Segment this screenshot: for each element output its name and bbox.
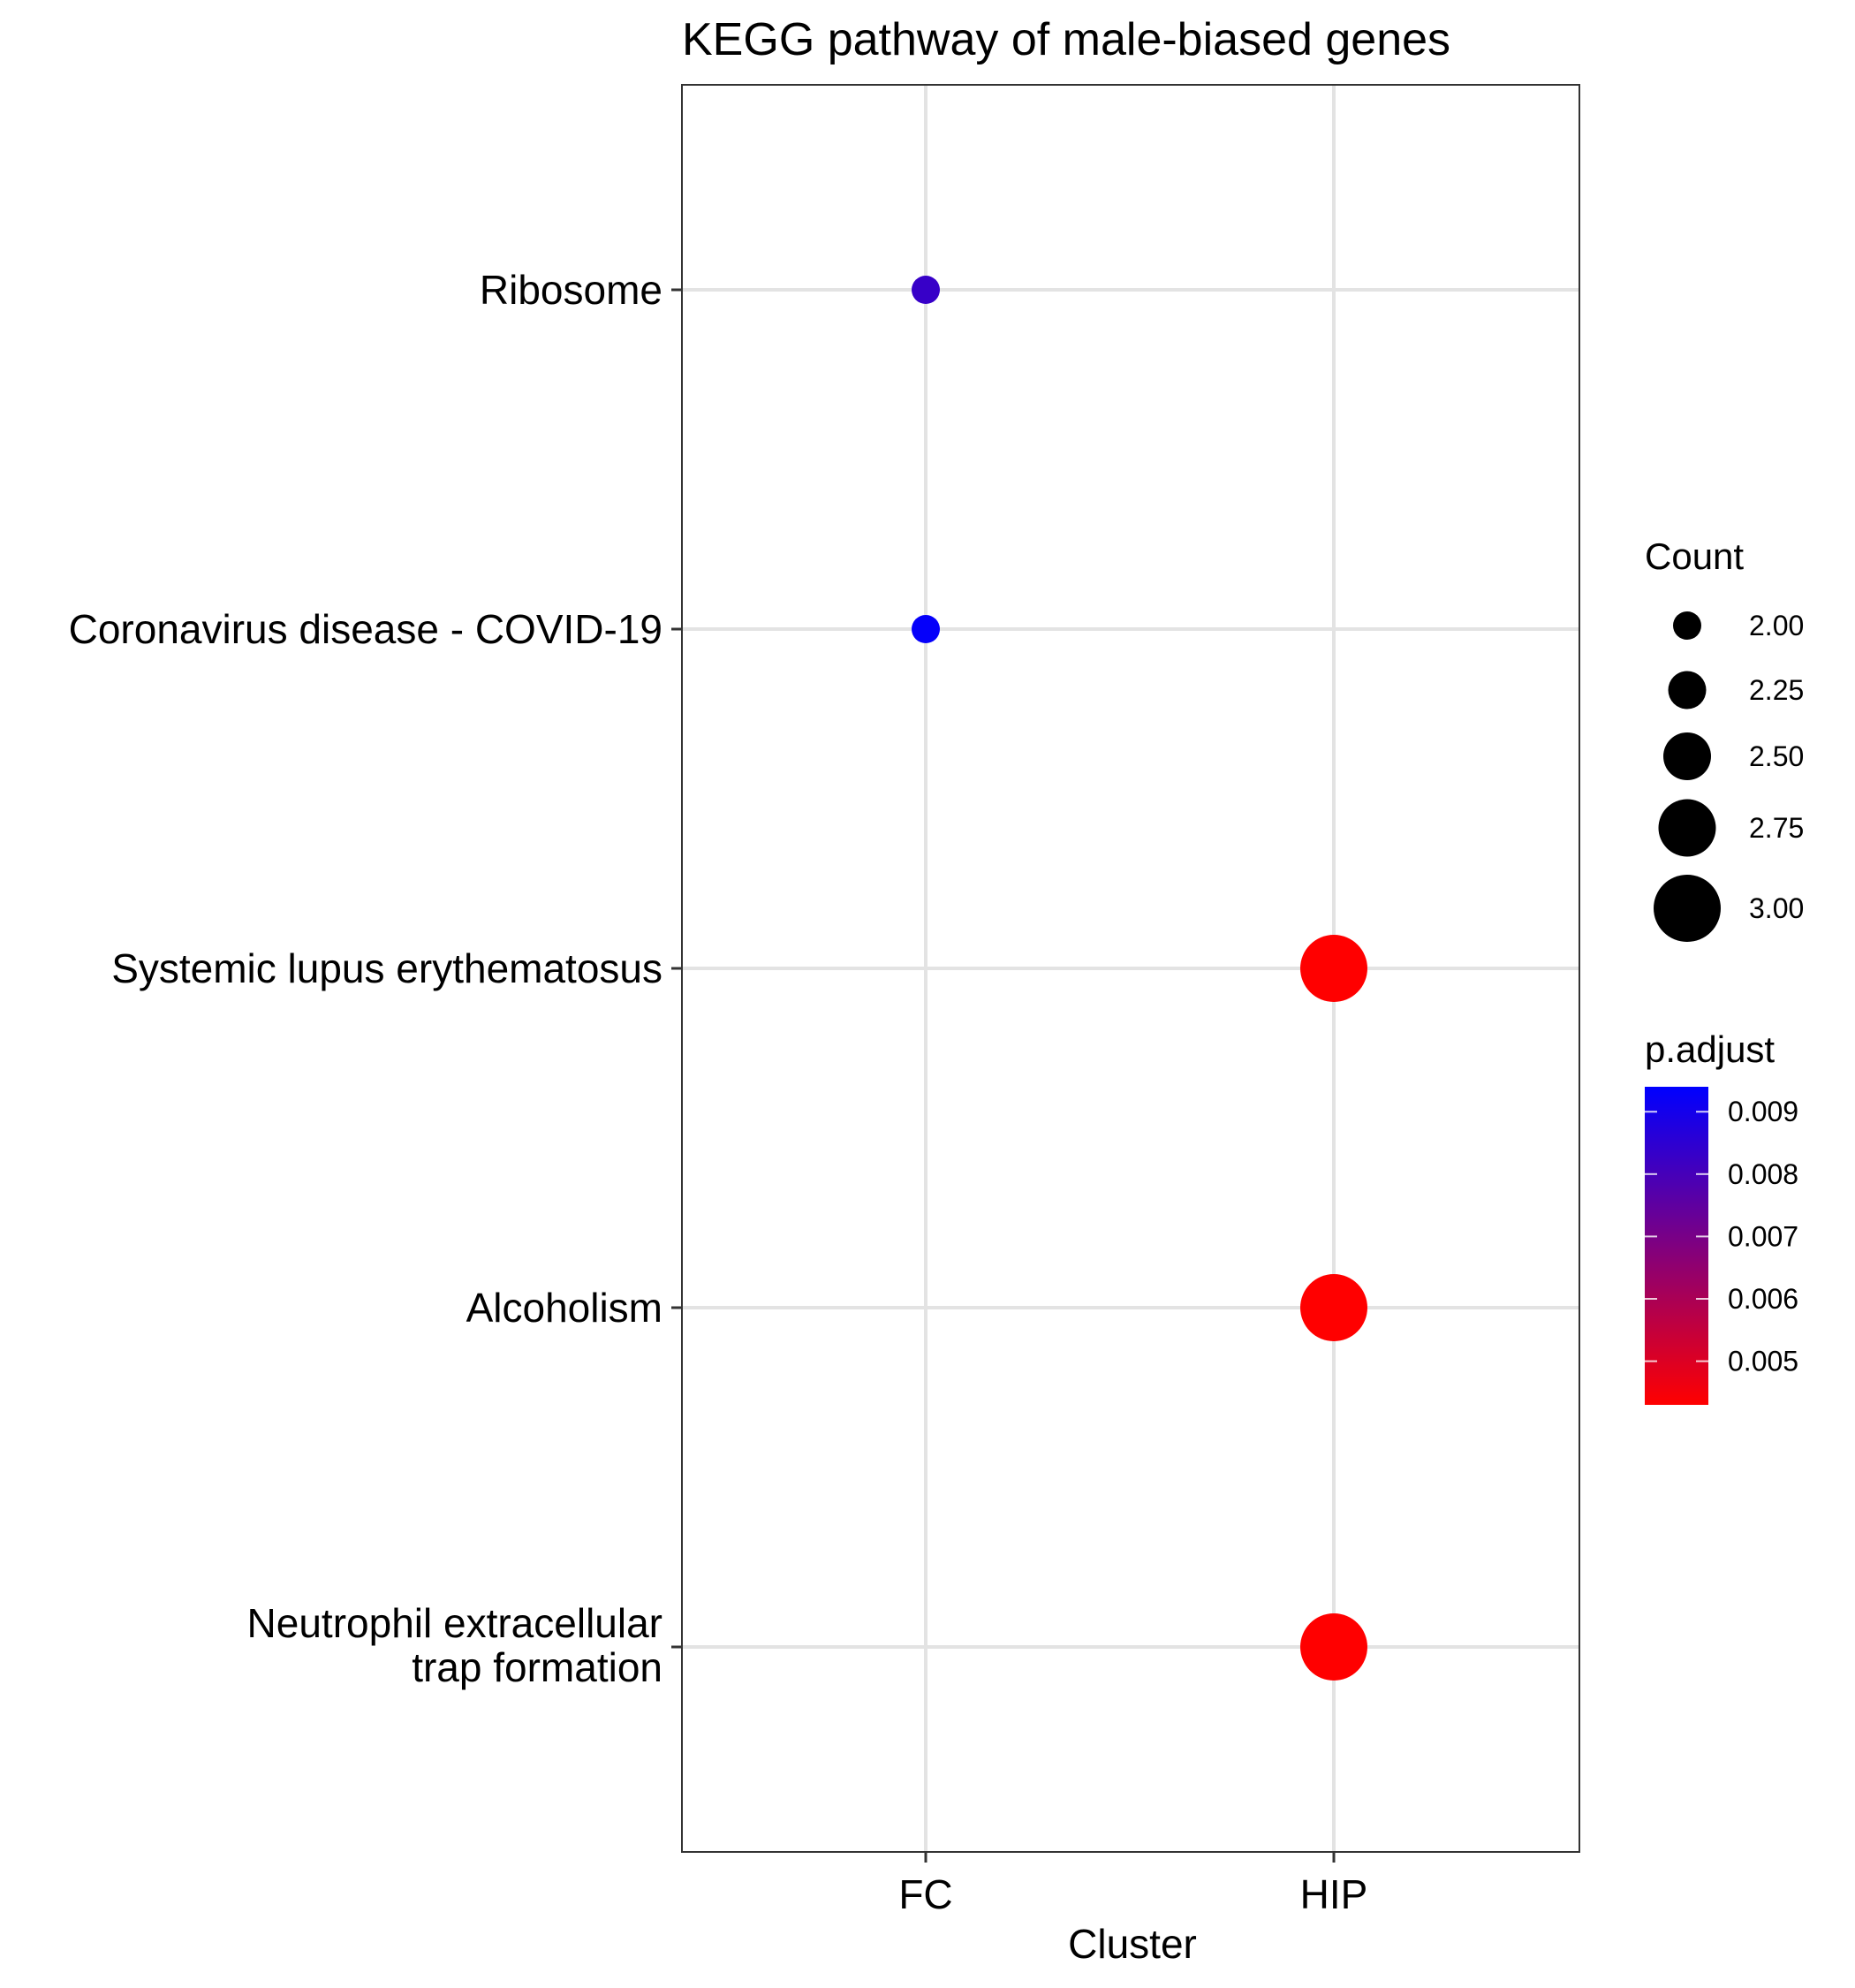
color-legend-label: 0.007 bbox=[1728, 1220, 1798, 1252]
x-tick-label-fc: FC bbox=[898, 1871, 952, 1917]
y-tick-label-neutrophil-extracellular-trap-formation: Neutrophil extracellular trap formation bbox=[247, 1600, 662, 1690]
size-legend-key bbox=[1668, 671, 1707, 709]
size-legend-key bbox=[1673, 611, 1701, 640]
y-tick-label-coronavirus-disease-covid-19: Coronavirus disease - COVID-19 bbox=[69, 606, 662, 652]
y-tick-label-ribosome: Ribosome bbox=[480, 267, 662, 313]
size-legend-key bbox=[1658, 799, 1716, 857]
size-legend: Count 2.00 2.25 2.50 2.75 3.00 bbox=[1645, 535, 1804, 942]
color-bar bbox=[1645, 1087, 1708, 1405]
x-tick-label-hip: HIP bbox=[1300, 1871, 1368, 1917]
color-legend-label: 0.005 bbox=[1728, 1346, 1798, 1377]
size-legend-label: 2.00 bbox=[1749, 610, 1804, 641]
x-axis: FC HIP bbox=[898, 1852, 1367, 1917]
plot-panel bbox=[681, 84, 1580, 1853]
size-legend-label: 2.25 bbox=[1749, 674, 1804, 706]
chart-title: KEGG pathway of male-biased genes bbox=[682, 14, 1450, 65]
size-legend-label: 3.00 bbox=[1749, 892, 1804, 924]
point-fc-coronavirus-disease-covid-19 bbox=[912, 615, 940, 643]
point-hip-neutrophil-extracellular-trap-formation bbox=[1300, 1613, 1367, 1681]
point-hip-alcoholism bbox=[1300, 1274, 1367, 1341]
size-legend-label: 2.50 bbox=[1749, 740, 1804, 772]
point-fc-ribosome bbox=[912, 276, 940, 304]
size-legend-key bbox=[1663, 732, 1711, 780]
y-axis: Ribosome Coronavirus disease - COVID-19 Sy… bbox=[69, 267, 682, 1690]
color-legend-label: 0.009 bbox=[1728, 1096, 1798, 1127]
size-legend-title: Count bbox=[1645, 535, 1744, 577]
color-legend-label: 0.008 bbox=[1728, 1158, 1798, 1190]
size-legend-key bbox=[1654, 875, 1721, 942]
y-tick-label-alcoholism: Alcoholism bbox=[466, 1285, 662, 1331]
size-legend-label: 2.75 bbox=[1749, 812, 1804, 844]
color-legend-title: p.adjust bbox=[1645, 1028, 1775, 1070]
x-axis-label: Cluster bbox=[1068, 1921, 1197, 1967]
color-legend-label: 0.006 bbox=[1728, 1283, 1798, 1315]
data-points bbox=[912, 276, 1367, 1681]
point-hip-systemic-lupus-erythematosus bbox=[1300, 935, 1367, 1002]
y-tick-label-systemic-lupus-erythematosus: Systemic lupus erythematosus bbox=[111, 945, 662, 991]
color-legend: p.adjust 0.009 0.008 0.007 0.006 0.005 bbox=[1645, 1028, 1798, 1405]
